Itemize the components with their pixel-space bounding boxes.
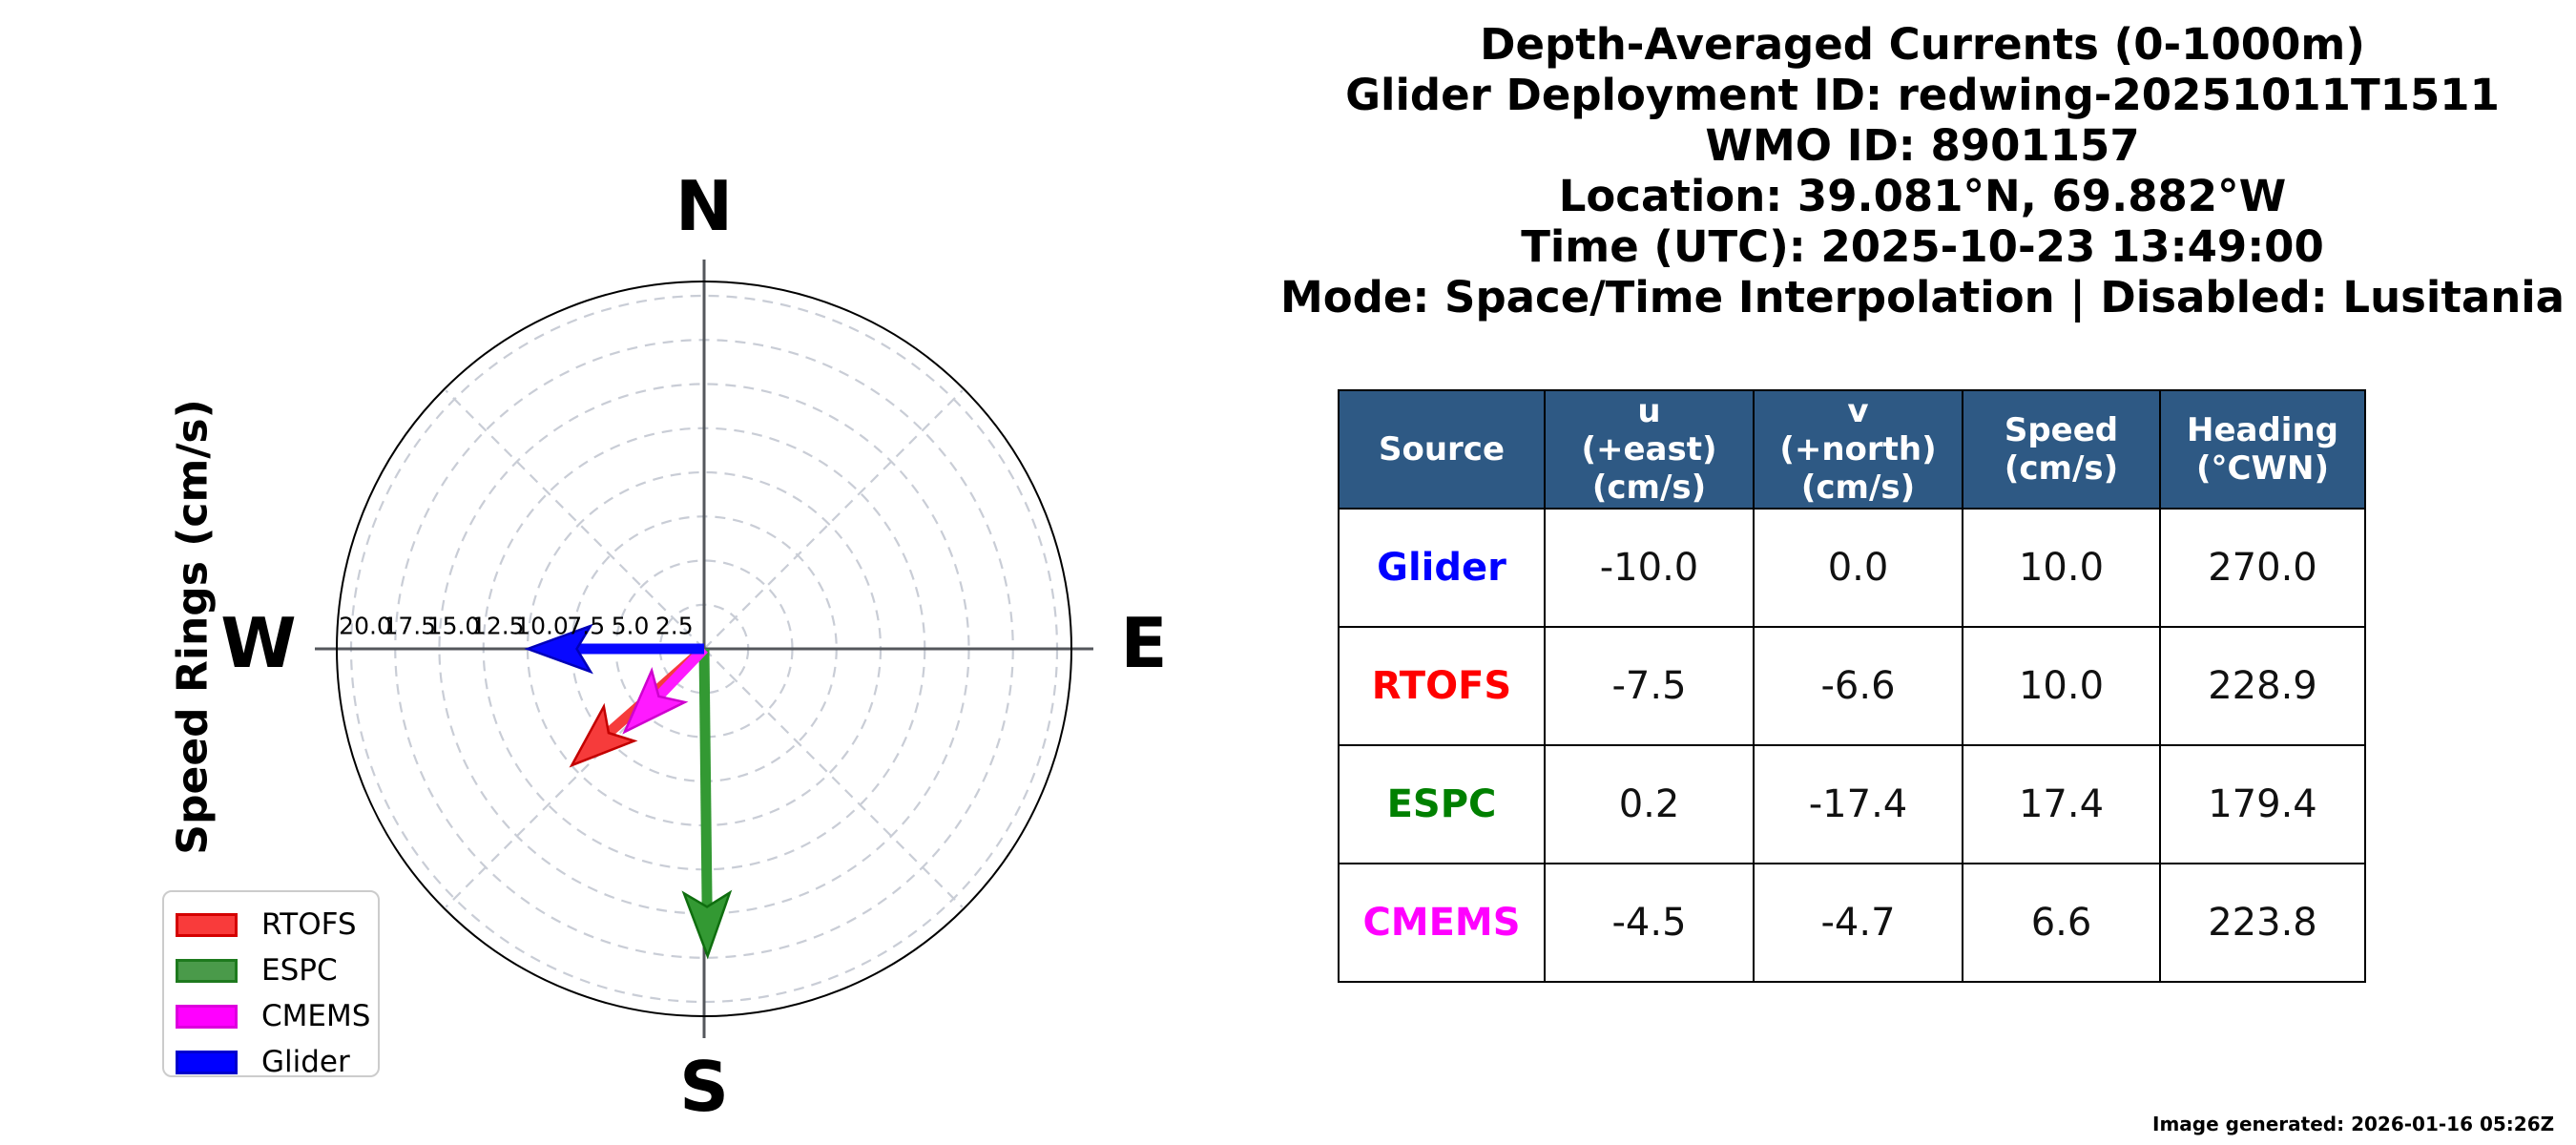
ring-tick-label: 5.0 bbox=[611, 612, 650, 640]
legend-swatch-icon bbox=[176, 912, 238, 937]
table-value-cell: 270.0 bbox=[2160, 509, 2365, 627]
table-value-cell: 6.6 bbox=[1963, 864, 2160, 982]
arrow-head-espc bbox=[681, 889, 733, 960]
legend-label: Glider bbox=[261, 1045, 350, 1079]
ring-tick-label: 12.5 bbox=[470, 612, 525, 640]
table-header-cell: Source bbox=[1339, 390, 1545, 509]
table-value-cell: 0.2 bbox=[1545, 745, 1754, 864]
table-header-cell: u (+east) (cm/s) bbox=[1545, 390, 1754, 509]
arrow-shaft-espc bbox=[698, 648, 713, 909]
legend-item-rtofs: RTOFS bbox=[176, 902, 378, 947]
location-line: Location: 39.081°N, 69.882°W bbox=[1558, 171, 2287, 221]
legend-swatch-icon bbox=[176, 1004, 238, 1029]
table-value-cell: -4.5 bbox=[1545, 864, 1754, 982]
ring-tick-label: 20.0 bbox=[339, 612, 392, 640]
table-value-cell: -17.4 bbox=[1754, 745, 1963, 864]
table-header-cell: Heading (°CWN) bbox=[2160, 390, 2365, 509]
ring-tick-label: 15.0 bbox=[426, 612, 481, 640]
table-source-cell: ESPC bbox=[1339, 745, 1545, 864]
arrow-shaft-cmems bbox=[654, 645, 708, 701]
table-value-cell: -6.6 bbox=[1754, 627, 1963, 745]
legend-item-cmems: CMEMS bbox=[176, 993, 378, 1039]
arrow-head-rtofs bbox=[569, 702, 638, 768]
table-value-cell: 17.4 bbox=[1963, 745, 2160, 864]
wmo-id-line: WMO ID: 8901157 bbox=[1705, 120, 2140, 171]
arrow-head-cmems bbox=[622, 666, 689, 735]
legend-swatch-icon bbox=[176, 1050, 238, 1074]
compass-west-label: W bbox=[220, 603, 297, 683]
table-value-cell: 10.0 bbox=[1963, 509, 2160, 627]
chart-title: Depth-Averaged Currents (0-1000m) bbox=[1480, 19, 2365, 70]
legend: RTOFS ESPC CMEMS Glider bbox=[162, 890, 380, 1079]
legend-item-espc: ESPC bbox=[176, 947, 378, 993]
table-value-cell: 228.9 bbox=[2160, 627, 2365, 745]
diagonal-spoke bbox=[445, 389, 705, 650]
ring-tick-label: 2.5 bbox=[654, 612, 694, 640]
legend-swatch-icon bbox=[176, 958, 238, 983]
table-source-cell: CMEMS bbox=[1339, 864, 1545, 982]
legend-label: ESPC bbox=[261, 953, 338, 988]
table-value-cell: -4.7 bbox=[1754, 864, 1963, 982]
mode-disabled-line: Mode: Space/Time Interpolation | Disable… bbox=[1279, 272, 2566, 323]
diagonal-spoke bbox=[703, 389, 964, 650]
ring-tick-label: 10.0 bbox=[515, 612, 569, 640]
compass-north-label: N bbox=[675, 166, 734, 246]
time-line: Time (UTC): 2025-10-23 13:49:00 bbox=[1521, 221, 2324, 272]
table-value-cell: 179.4 bbox=[2160, 745, 2365, 864]
legend-item-glider: Glider bbox=[176, 1039, 378, 1085]
arrow-head-glider bbox=[524, 623, 593, 675]
title-block: Depth-Averaged Currents (0-1000m) Glider… bbox=[1269, 19, 2576, 323]
table-value-cell: 223.8 bbox=[2160, 864, 2365, 982]
compass-east-label: E bbox=[1120, 603, 1168, 683]
radial-axis-title: Speed Rings (cm/s) bbox=[168, 399, 218, 855]
ring-tick-label: 17.5 bbox=[383, 612, 437, 640]
generated-timestamp: Image generated: 2026-01-16 05:26Z bbox=[2152, 1113, 2555, 1135]
compass-south-label: S bbox=[679, 1047, 729, 1127]
table-value-cell: -7.5 bbox=[1545, 627, 1754, 745]
deployment-id-line: Glider Deployment ID: redwing-20251011T1… bbox=[1345, 70, 2500, 120]
table-value-cell: 0.0 bbox=[1754, 509, 1963, 627]
table-source-cell: Glider bbox=[1339, 509, 1545, 627]
table-header-cell: Speed (cm/s) bbox=[1963, 390, 2160, 509]
outer-circle bbox=[336, 281, 1072, 1017]
table-value-cell: -10.0 bbox=[1545, 509, 1754, 627]
table-source-cell: RTOFS bbox=[1339, 627, 1545, 745]
diagonal-spoke bbox=[703, 648, 964, 908]
table-header-cell: v (+north) (cm/s) bbox=[1754, 390, 1963, 509]
currents-table: Source u (+east) (cm/s) v (+north) (cm/s) Speed… bbox=[1338, 389, 2366, 983]
ring-tick-label: 7.5 bbox=[567, 612, 606, 640]
legend-label: CMEMS bbox=[261, 999, 371, 1033]
table-value-cell: 10.0 bbox=[1963, 627, 2160, 745]
polar-quiver-plot bbox=[315, 260, 1093, 1038]
legend-label: RTOFS bbox=[261, 907, 357, 942]
